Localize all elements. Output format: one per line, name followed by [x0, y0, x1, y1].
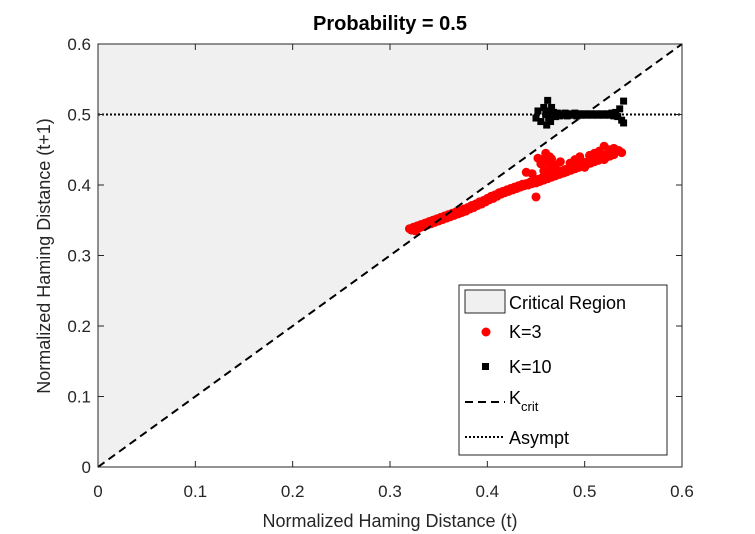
- x-tick-label: 0.5: [573, 482, 597, 501]
- k10-point: [551, 113, 559, 121]
- k10-point: [537, 118, 545, 126]
- y-tick-label: 0.1: [67, 388, 91, 407]
- k10-point: [532, 114, 540, 122]
- k10-point: [544, 96, 552, 104]
- legend-label-asympt: Asympt: [509, 428, 569, 448]
- k3-point: [580, 162, 590, 172]
- x-axis-label: Normalized Haming Distance (t): [262, 511, 517, 531]
- k3-point: [599, 141, 609, 151]
- legend-label-kcrit: Kcrit: [509, 388, 539, 414]
- legend-label-critical-region: Critical Region: [509, 293, 626, 313]
- y-tick-label: 0.2: [67, 317, 91, 336]
- y-tick-label: 0.4: [67, 176, 91, 195]
- k3-point: [617, 148, 627, 158]
- x-tick-label: 0.3: [378, 482, 402, 501]
- y-axis: 0 0.1 0.2 0.3 0.4 0.5 0.6: [67, 35, 682, 477]
- y-tick-label: 0: [82, 458, 91, 477]
- legend-label-kcrit-main: K: [509, 388, 521, 408]
- legend-swatch-critical-region: [464, 289, 506, 314]
- k10-point: [542, 111, 550, 118]
- x-tick-label: 0.4: [476, 482, 500, 501]
- legend-marker-k10: [482, 363, 489, 370]
- k3-point: [555, 157, 565, 167]
- k10-point: [534, 107, 542, 115]
- k10-point: [614, 113, 622, 121]
- k10-point: [540, 103, 548, 111]
- y-tick-label: 0.6: [67, 35, 91, 54]
- k10-point: [547, 118, 555, 126]
- plot-area: [97, 43, 683, 468]
- y-tick-label: 0.5: [67, 106, 91, 125]
- k10-point: [620, 97, 628, 105]
- k3-point: [537, 155, 547, 165]
- x-axis: 0 0.1 0.2 0.3 0.4 0.5 0.6: [93, 44, 694, 501]
- y-tick-label: 0.3: [67, 247, 91, 266]
- k3-point: [547, 154, 557, 164]
- k10-point: [546, 107, 554, 115]
- legend-marker-k3: [481, 327, 491, 337]
- k10-point: [616, 105, 624, 113]
- k3-point: [539, 166, 549, 176]
- k10-point: [620, 119, 628, 127]
- kcrit-line: [97, 43, 683, 468]
- legend: Critical Region K=3 K=10 Kcrit Asympt: [458, 284, 668, 456]
- legend-label-k3: K=3: [509, 322, 542, 342]
- k3-point: [560, 167, 570, 177]
- k10-point: [543, 121, 551, 129]
- legend-label-k10: K=10: [509, 357, 552, 377]
- k10-point: [548, 103, 556, 111]
- k3-point: [527, 169, 537, 179]
- points-layer: [404, 96, 628, 236]
- k10-point: [610, 112, 618, 120]
- k3-point: [599, 155, 609, 165]
- chart-title: Probability = 0.5: [313, 13, 467, 35]
- k3-point: [531, 192, 541, 202]
- k3-point: [575, 152, 585, 162]
- legend-label-kcrit-subscript: crit: [521, 399, 539, 414]
- k10-point: [612, 108, 620, 116]
- x-tick-label: 0.1: [184, 482, 208, 501]
- y-axis-label: Normalized Haming Distance (t+1): [34, 118, 54, 394]
- k10-point: [550, 108, 558, 116]
- x-tick-label: 0.6: [670, 482, 694, 501]
- x-tick-label: 0: [93, 482, 102, 501]
- x-tick-label: 0.2: [281, 482, 305, 501]
- k10-point: [545, 114, 553, 122]
- k3-point: [606, 147, 616, 157]
